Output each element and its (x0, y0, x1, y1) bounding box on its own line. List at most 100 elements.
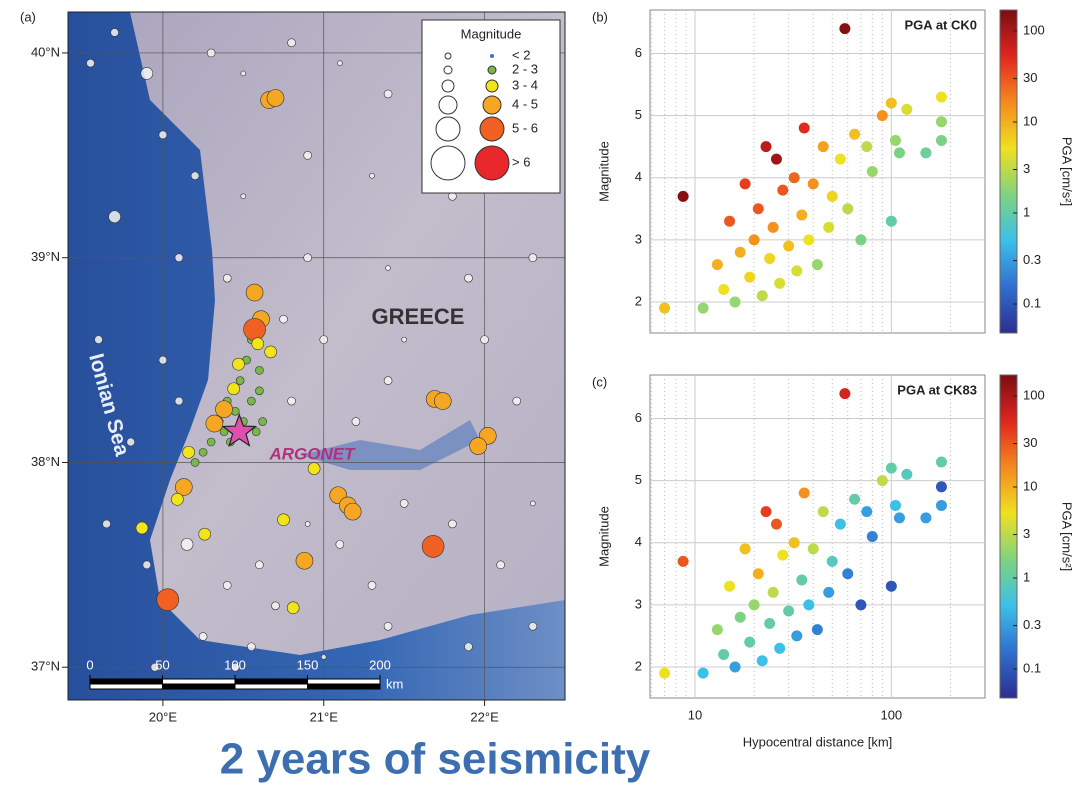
event (304, 254, 312, 262)
point (757, 655, 768, 666)
y-tick-label: 2 (635, 293, 642, 308)
point (757, 290, 768, 301)
event (288, 39, 296, 47)
point (712, 624, 723, 635)
panel-title: PGA at CK0 (905, 17, 977, 32)
event (232, 358, 244, 370)
point (849, 494, 860, 505)
legend-label: 3 - 4 (512, 77, 538, 92)
event (191, 458, 199, 466)
point (818, 506, 829, 517)
event (181, 538, 193, 550)
point (803, 234, 814, 245)
event (267, 90, 284, 107)
point (839, 23, 850, 34)
event (529, 622, 537, 630)
legend-label: 4 - 5 (512, 96, 538, 111)
point (749, 234, 760, 245)
point (740, 543, 751, 554)
event (400, 499, 408, 507)
point (890, 500, 901, 511)
point (855, 234, 866, 245)
event (207, 49, 215, 57)
point (842, 203, 853, 214)
point (753, 203, 764, 214)
event (136, 522, 148, 534)
point (735, 247, 746, 258)
point (901, 104, 912, 115)
point (799, 488, 810, 499)
colorbar-tick-label: 1 (1023, 569, 1030, 584)
event (402, 337, 407, 342)
event (336, 540, 344, 548)
y-tick-label: 37°N (31, 659, 60, 674)
point (659, 668, 670, 679)
event (530, 501, 535, 506)
scale-label: 100 (224, 657, 246, 672)
point (718, 649, 729, 660)
legend-label: 2 - 3 (512, 61, 538, 76)
y-tick-label: 40°N (31, 44, 60, 59)
scale-segment (163, 684, 236, 689)
event (368, 581, 376, 589)
y-tick-label: 5 (635, 107, 642, 122)
scale-segment (308, 684, 381, 689)
point (698, 303, 709, 314)
y-tick-label: 6 (635, 45, 642, 60)
scale-segment (90, 684, 163, 689)
legend-label: 5 - 6 (512, 120, 538, 135)
event (305, 521, 310, 526)
event (175, 479, 192, 496)
event (464, 274, 472, 282)
point (768, 222, 779, 233)
event (236, 377, 244, 385)
point (827, 191, 838, 202)
point (799, 123, 810, 134)
event (369, 173, 374, 178)
legend-swatch (486, 80, 498, 92)
point (890, 135, 901, 146)
scale-unit: km (386, 676, 403, 691)
legend-swatch (480, 117, 504, 141)
point (818, 141, 829, 152)
point (724, 216, 735, 227)
colorbar-tick-label: 0.1 (1023, 660, 1041, 675)
event (223, 581, 231, 589)
point (764, 618, 775, 629)
x-tick-label: 100 (880, 707, 902, 722)
point (730, 296, 741, 307)
event (304, 151, 312, 159)
y-tick-label: 2 (635, 658, 642, 673)
point (936, 500, 947, 511)
event (288, 397, 296, 405)
event (103, 520, 111, 528)
plot-area (650, 375, 985, 698)
event (513, 397, 521, 405)
event (252, 338, 264, 350)
point (936, 456, 947, 467)
colorbar-tick-label: 3 (1023, 526, 1030, 541)
point (835, 154, 846, 165)
event (143, 561, 151, 569)
colorbar (1000, 10, 1017, 333)
x-tick-label: 20°E (149, 709, 178, 724)
event (183, 446, 195, 458)
point (698, 668, 709, 679)
point (886, 463, 897, 474)
point (771, 154, 782, 165)
event (206, 415, 223, 432)
point (659, 303, 670, 314)
scale-label: 0 (86, 657, 93, 672)
point (724, 581, 735, 592)
point (740, 178, 751, 189)
legend-size (442, 80, 454, 92)
event (171, 493, 183, 505)
y-tick-label: 6 (635, 410, 642, 425)
colorbar-tick-label: 1 (1023, 204, 1030, 219)
event (271, 602, 279, 610)
event (109, 211, 121, 223)
point (678, 191, 689, 202)
event (255, 387, 263, 395)
figure: (a) GREECE Ionian Sea ARGONET 2 years of… (0, 0, 1088, 789)
y-tick-label: 5 (635, 472, 642, 487)
